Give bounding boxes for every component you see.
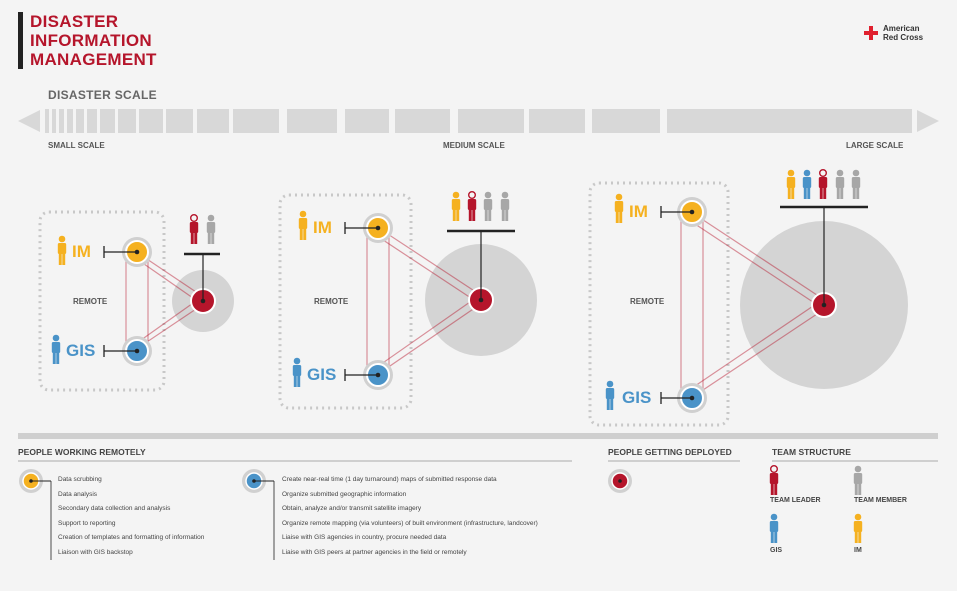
- large-scale-diagram: [588, 168, 908, 427]
- scale-bar: [18, 109, 939, 133]
- page-title: DISASTER INFORMATION MANAGEMENT: [30, 12, 157, 69]
- people-working-remotely-heading: PEOPLE WORKING REMOTELY: [18, 447, 146, 457]
- list-item: Data scrubbing: [58, 476, 102, 483]
- remote-label-small: REMOTE: [73, 297, 108, 306]
- red-cross-logo: American Red Cross: [864, 24, 923, 42]
- team-member-label: TEAM MEMBER: [854, 497, 907, 504]
- gis-label-large: GIS: [622, 388, 652, 407]
- im-task-list: Data scrubbing Data analysis Secondary d…: [58, 473, 204, 560]
- people-getting-deployed-heading: PEOPLE GETTING DEPLOYED: [608, 447, 732, 457]
- list-item: Liaise with GIS peers at partner agencie…: [282, 548, 467, 556]
- list-item: Data analysis: [58, 490, 98, 498]
- list-item: Support to reporting: [58, 519, 116, 527]
- logo-line-1: American: [883, 24, 920, 33]
- im-label-medium: IM: [313, 218, 332, 237]
- small-scale-diagram: [38, 210, 234, 392]
- list-item: Organize remote mapping (via volunteers)…: [282, 519, 538, 527]
- title-accent-bar: [18, 12, 23, 69]
- medium-scale-label: MEDIUM SCALE: [443, 141, 505, 150]
- team-member-icon: [853, 465, 863, 495]
- section-divider: [18, 433, 938, 439]
- title-line-1: DISASTER: [30, 12, 119, 31]
- list-item: Secondary data collection and analysis: [58, 505, 171, 512]
- deployed-icon: [608, 469, 632, 493]
- im-legend-label: IM: [854, 547, 862, 554]
- team-leader-label: TEAM LEADER: [770, 497, 821, 504]
- list-item: Obtain, analyze and/or transmit satellit…: [282, 505, 422, 512]
- list-item: Organize submitted geographic informatio…: [282, 490, 407, 498]
- team-structure-heading: TEAM STRUCTURE: [772, 447, 851, 457]
- gis-label-medium: GIS: [307, 365, 337, 384]
- list-item: Creation of templates and formatting of …: [58, 534, 205, 541]
- disaster-scale-title: DISASTER SCALE: [48, 88, 157, 102]
- im-label-small: IM: [72, 242, 91, 261]
- logo-line-2: Red Cross: [883, 33, 924, 42]
- small-scale-label: SMALL SCALE: [48, 141, 105, 150]
- gis-person-icon: [769, 513, 779, 543]
- red-cross-icon: [864, 26, 878, 40]
- list-item: Create near-real time (1 day turnaround)…: [282, 476, 497, 483]
- im-person-icon: [853, 513, 863, 543]
- gis-legend-label: GIS: [770, 547, 783, 554]
- remote-label-medium: REMOTE: [314, 297, 349, 306]
- gis-list-icon: [242, 469, 275, 560]
- gis-task-list: Create near-real time (1 day turnaround)…: [282, 473, 538, 560]
- list-item: Liaise with GIS agencies in country, pro…: [282, 534, 447, 541]
- large-scale-label: LARGE SCALE: [846, 141, 904, 150]
- remote-label-large: REMOTE: [630, 297, 665, 306]
- im-label-large: IM: [629, 202, 648, 221]
- gis-label-small: GIS: [66, 341, 96, 360]
- title-line-3: MANAGEMENT: [30, 50, 157, 69]
- im-list-icon: [19, 469, 52, 560]
- medium-scale-diagram: [278, 190, 537, 410]
- team-leader-icon: [769, 465, 779, 496]
- title-line-2: INFORMATION: [30, 31, 152, 50]
- list-item: Liaison with GIS backstop: [58, 548, 133, 556]
